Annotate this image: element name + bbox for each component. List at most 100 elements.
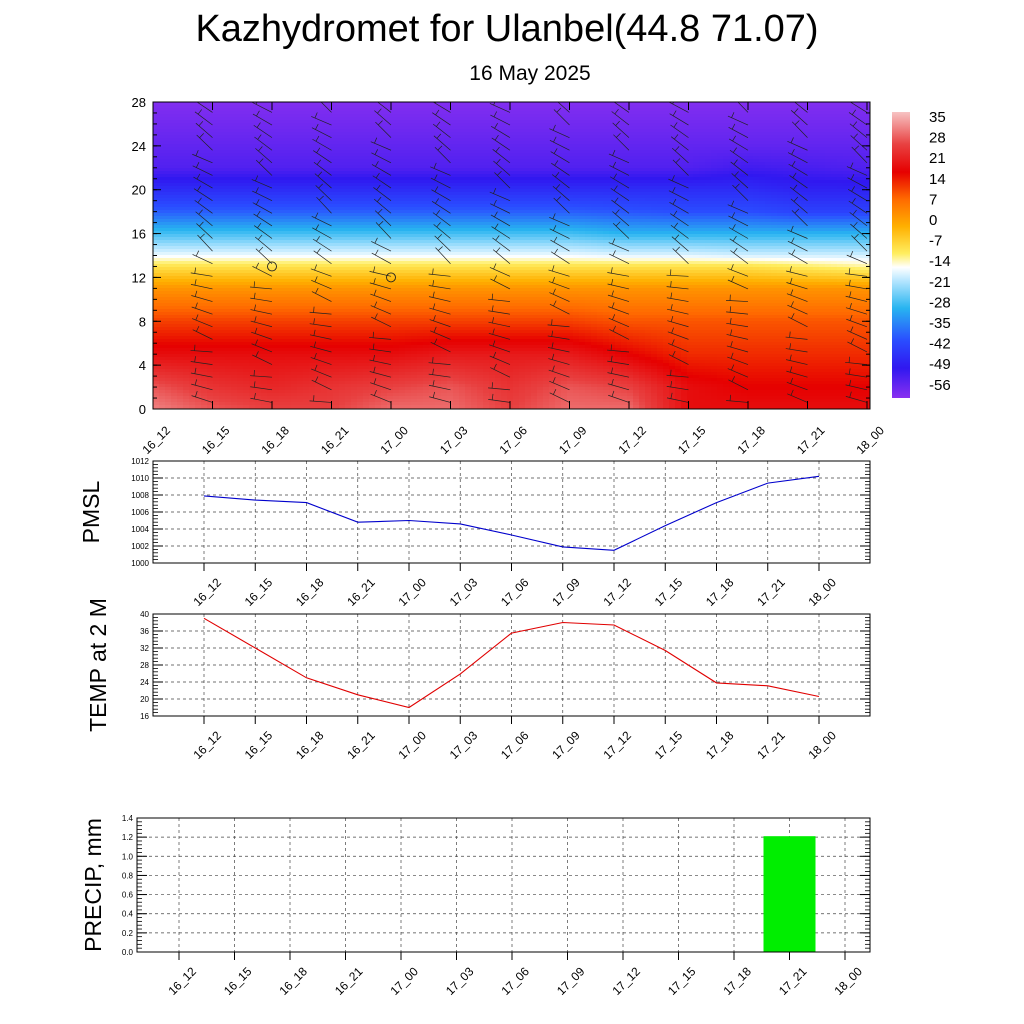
heatmap-cell: [219, 180, 226, 184]
heatmap-cell: [399, 261, 406, 265]
heatmap-cell: [357, 306, 364, 310]
heatmap-cell: [279, 144, 286, 148]
heatmap-cell: [321, 303, 328, 307]
heatmap-cell: [261, 165, 268, 169]
heatmap-cell: [303, 351, 310, 355]
heatmap-cell: [225, 270, 232, 274]
heatmap-cell: [195, 273, 202, 277]
heatmap-cell: [297, 330, 304, 334]
heatmap-cell: [267, 207, 274, 211]
heatmap-cell: [183, 102, 190, 106]
heatmap-cell: [255, 153, 262, 157]
heatmap-cell: [195, 318, 202, 322]
heatmap-cell: [225, 294, 232, 298]
heatmap-cell: [219, 315, 226, 319]
heatmap-cell: [153, 126, 160, 130]
heatmap-cell: [201, 300, 208, 304]
heatmap-cell: [297, 201, 304, 205]
heatmap-cell: [153, 150, 160, 154]
heatmap-cell: [249, 102, 256, 106]
heatmap-cell: [441, 126, 448, 130]
heatmap-cell: [345, 174, 352, 178]
heatmap-cell: [249, 348, 256, 352]
heatmap-cell: [303, 135, 310, 139]
heatmap-cell: [351, 402, 358, 406]
heatmap-cell: [351, 222, 358, 226]
heatmap-cell: [183, 219, 190, 223]
heatmap-cell: [231, 207, 238, 211]
heatmap-cell: [291, 192, 298, 196]
heatmap-cell: [249, 267, 256, 271]
heatmap-cell: [297, 279, 304, 283]
heatmap-cell: [309, 369, 316, 373]
heatmap-cell: [267, 357, 274, 361]
heatmap-cell: [315, 159, 322, 163]
heatmap-cell: [291, 288, 298, 292]
heatmap-cell: [357, 276, 364, 280]
heatmap-cell: [267, 210, 274, 214]
heatmap-cell: [333, 330, 340, 334]
heatmap-cell: [207, 357, 214, 361]
heatmap-cell: [255, 360, 262, 364]
heatmap-cell: [315, 177, 322, 181]
heatmap-cell: [165, 378, 172, 382]
heatmap-cell: [399, 378, 406, 382]
heatmap-cell: [195, 120, 202, 124]
heatmap-cell: [381, 336, 388, 340]
heatmap-cell: [381, 393, 388, 397]
heatmap-cell: [279, 135, 286, 139]
heatmap-cell: [207, 135, 214, 139]
heatmap-cell: [327, 246, 334, 250]
heatmap-cell: [309, 393, 316, 397]
heatmap-cell: [423, 114, 430, 118]
heatmap-cell: [351, 336, 358, 340]
heatmap-cell: [399, 291, 406, 295]
heatmap-cell: [387, 300, 394, 304]
heatmap-cell: [285, 264, 292, 268]
heatmap-cell: [375, 138, 382, 142]
heatmap-cell: [249, 285, 256, 289]
heatmap-cell: [237, 234, 244, 238]
heatmap-cell: [231, 135, 238, 139]
heatmap-cell: [297, 255, 304, 259]
heatmap-cell: [411, 141, 418, 145]
heatmap-cell: [429, 120, 436, 124]
heatmap-cell: [255, 261, 262, 265]
heatmap-cell: [429, 261, 436, 265]
heatmap-cell: [261, 360, 268, 364]
heatmap-cell: [405, 186, 412, 190]
heatmap-cell: [375, 207, 382, 211]
heatmap-cell: [405, 198, 412, 202]
heatmap-cell: [231, 123, 238, 127]
heatmap-cell: [405, 147, 412, 151]
heatmap-cell: [171, 282, 178, 286]
heatmap-cell: [183, 207, 190, 211]
heatmap-cell: [273, 249, 280, 253]
heatmap-cell: [225, 102, 232, 106]
heatmap-cell: [171, 225, 178, 229]
heatmap-cell: [165, 162, 172, 166]
heatmap-cell: [375, 153, 382, 157]
heatmap-cell: [363, 105, 370, 109]
heatmap-cell: [297, 198, 304, 202]
heatmap-cell: [177, 315, 184, 319]
heatmap-cell: [291, 171, 298, 175]
heatmap-cell: [159, 234, 166, 238]
heatmap-cell: [279, 138, 286, 142]
heatmap-cell: [399, 369, 406, 373]
heatmap-cell: [393, 186, 400, 190]
heatmap-cell: [333, 393, 340, 397]
heatmap-cell: [279, 273, 286, 277]
heatmap-cell: [267, 315, 274, 319]
heatmap-cell: [369, 303, 376, 307]
heatmap-cell: [369, 243, 376, 247]
heatmap-cell: [291, 237, 298, 241]
heatmap-cell: [423, 393, 430, 397]
heatmap-cell: [237, 159, 244, 163]
heatmap-cell: [219, 276, 226, 280]
heatmap-cell: [153, 123, 160, 127]
heatmap-cell: [159, 204, 166, 208]
heatmap-cell: [411, 198, 418, 202]
heatmap-cell: [417, 309, 424, 313]
heatmap-cell: [333, 102, 340, 106]
